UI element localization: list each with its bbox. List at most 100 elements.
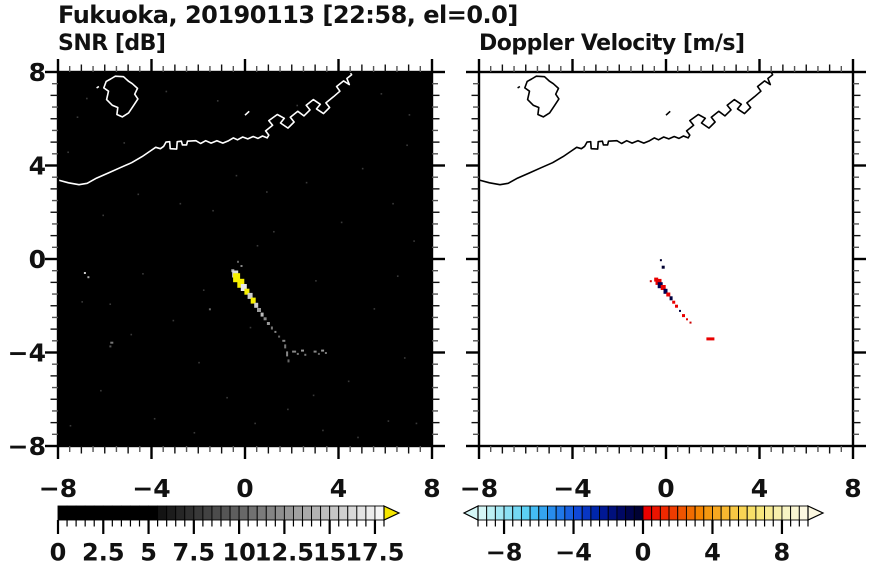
colorbar-segment [256, 505, 267, 521]
colorbar-segment [694, 505, 705, 521]
noise-speckle [340, 221, 343, 224]
colorbar-segment [555, 505, 566, 521]
noise-speckle [256, 244, 259, 247]
colorbar-segment [659, 505, 670, 521]
doppler-panel: −8 −4 0 4 8 [460, 59, 866, 503]
doppler-colorbar-label: 8 [774, 538, 791, 566]
colorbar-under-arrow [462, 505, 479, 521]
doppler-echo-blob [679, 309, 681, 312]
snr-echo-blob [282, 339, 286, 342]
noise-speckle [322, 429, 324, 432]
noise-speckle [357, 436, 359, 439]
snr-echo-blob [301, 349, 304, 352]
noise-speckle [315, 280, 317, 282]
noise-speckle [415, 422, 418, 425]
snr-y-tick-label: −4 [8, 338, 46, 367]
colorbar-segment [220, 505, 231, 521]
noise-speckle [198, 361, 200, 364]
snr-panel-background [58, 72, 432, 446]
colorbar-segment [238, 505, 249, 521]
doppler-panel-title: Doppler Velocity [m/s] [479, 31, 745, 56]
doppler-echo-blob [655, 278, 662, 285]
colorbar-segment [651, 505, 661, 521]
colorbar-segment [720, 505, 731, 521]
snr-echo-blob [233, 273, 241, 283]
islet-mark [96, 85, 100, 89]
snr-y-tick-label: 4 [29, 151, 46, 180]
doppler-colorbar-label: 0 [635, 538, 652, 566]
colorbar-segment [790, 505, 800, 521]
islet-mark [517, 85, 521, 89]
snr-echo-blob [317, 352, 320, 355]
colorbar-over-arrow [383, 505, 401, 521]
noise-speckle [413, 240, 415, 242]
colorbar-segment [512, 505, 522, 521]
doppler-axis-ticks [466, 59, 866, 459]
colorbar-segment [703, 505, 713, 521]
noise-speckle [296, 104, 299, 107]
colorbar-segment [329, 505, 340, 521]
doppler-colorbar: −8 −4 0 4 8 [462, 505, 825, 566]
doppler-echo-blob [663, 288, 668, 294]
colorbar-segment [573, 505, 583, 521]
snr-echo-blob [284, 344, 287, 349]
noise-speckle [179, 202, 182, 205]
colorbar-segment [302, 505, 313, 521]
colorbar-segment [93, 505, 104, 521]
noise-speckle [67, 151, 69, 154]
snr-panel-title: SNR [dB] [58, 31, 166, 56]
noise-speckle [235, 174, 238, 177]
doppler-echo-blob [666, 292, 671, 297]
snr-colorbar-label: 2.5 [82, 538, 125, 566]
colorbar-segment [642, 505, 653, 521]
colorbar-segment [477, 505, 488, 521]
colorbar-segment [184, 505, 195, 521]
colorbar-segment [274, 505, 285, 521]
colorbar-segment [111, 505, 122, 521]
colorbar-segment [157, 505, 168, 521]
snr-echo-blob [247, 292, 253, 299]
colorbar-segment [247, 505, 258, 521]
noise-speckle [212, 209, 214, 212]
snr-x-tick-label: 8 [423, 474, 440, 503]
noise-speckle [380, 93, 383, 95]
coastline-path [57, 71, 353, 186]
noise-speckle [392, 202, 394, 205]
snr-echo-blob [240, 265, 243, 267]
colorbar-segment [202, 505, 213, 521]
colorbar-segment [755, 505, 766, 521]
snr-echo-blob [257, 308, 261, 312]
snr-echo-blob [250, 297, 256, 304]
noise-speckle [226, 396, 228, 399]
coastline-path [478, 71, 774, 186]
noise-speckle [193, 431, 196, 434]
snr-echo-blob [87, 276, 90, 279]
snr-echo-blob [287, 359, 290, 363]
snr-echo-blob [263, 317, 267, 321]
doppler-x-tick-label: −8 [460, 474, 498, 503]
colorbar-segment [347, 505, 358, 521]
doppler-echo-blob [689, 321, 692, 324]
snr-colorbar-label: 7.5 [173, 538, 216, 566]
snr-echo-blob [237, 260, 239, 263]
snr-echo-blob [313, 350, 317, 353]
snr-colorbar-label: 5 [140, 538, 157, 566]
noise-speckle [347, 380, 350, 383]
colorbar-segment [374, 505, 385, 521]
noise-speckle [172, 319, 175, 322]
colorbar-segment [764, 505, 774, 521]
colorbar-segment [746, 505, 757, 521]
doppler-echo-blob [649, 280, 652, 283]
snr-echo-blob [254, 302, 259, 308]
colorbar-segment [66, 505, 77, 521]
noise-speckle [361, 167, 364, 170]
colorbar-segment [175, 505, 186, 521]
noise-speckle [81, 301, 83, 303]
snr-x-tick-label: −8 [39, 474, 77, 503]
colorbar-segment [486, 505, 496, 521]
colorbar-segment [148, 505, 159, 521]
snr-echo-blob [278, 335, 281, 338]
colorbar-segment [538, 505, 548, 521]
doppler-echo-blob [661, 265, 665, 269]
